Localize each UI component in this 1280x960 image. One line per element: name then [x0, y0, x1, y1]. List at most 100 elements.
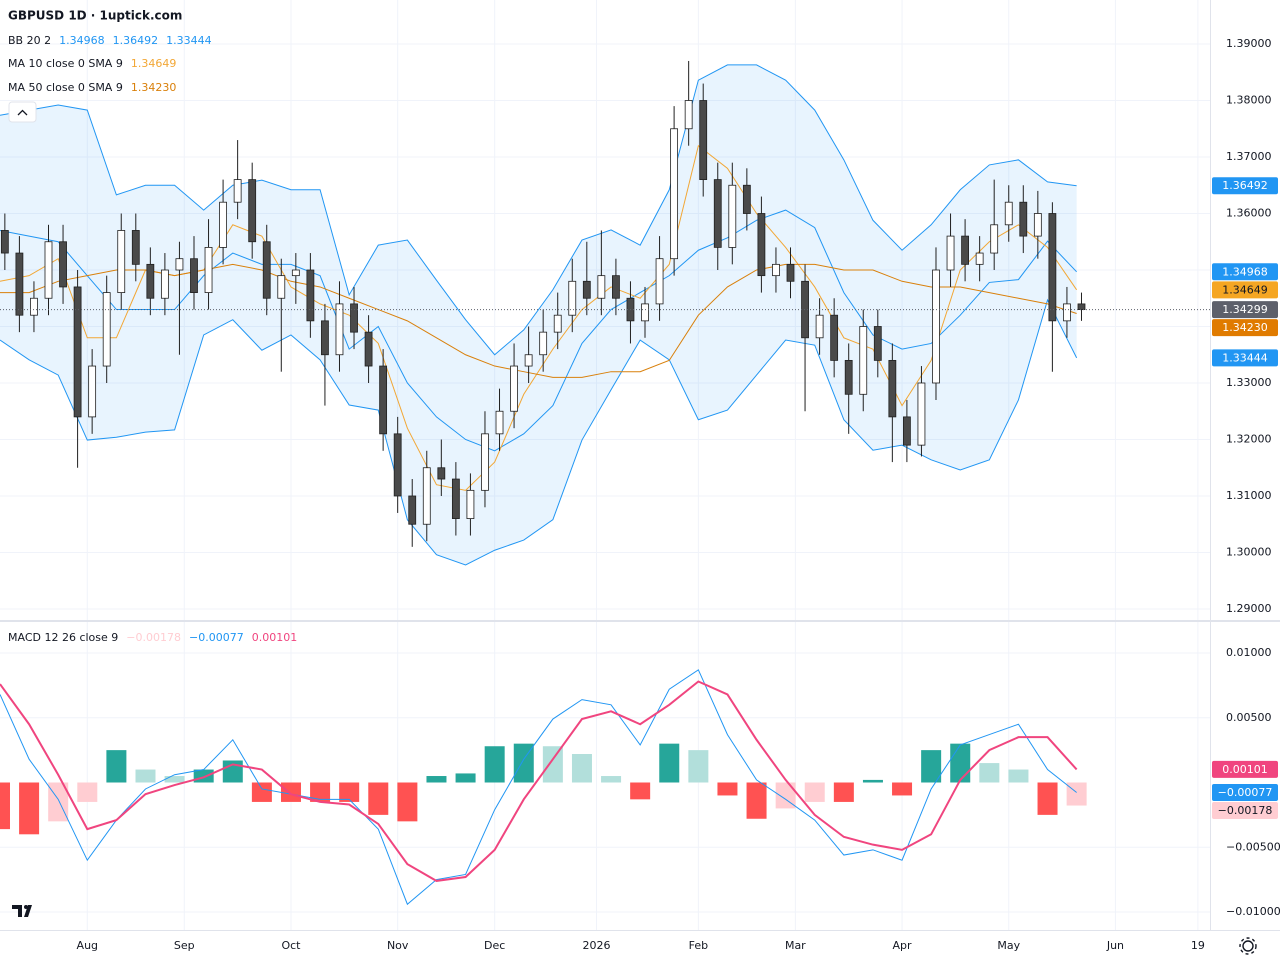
candle-body: [451, 478, 460, 519]
legend-value: 1.33444: [166, 34, 212, 47]
x-tick-label: May: [997, 939, 1020, 952]
x-tick-label: Aug: [77, 939, 98, 952]
histogram-bar: [862, 779, 883, 783]
x-tick-label: 19: [1191, 939, 1205, 952]
candle-body: [757, 213, 766, 277]
y-tick-label: −0.01000: [1226, 905, 1280, 918]
candle-body: [335, 303, 344, 356]
histogram-bar: [892, 782, 913, 796]
settings-button[interactable]: [1239, 937, 1257, 955]
legend-row: BB 20 2 1.34968 1.36492 1.33444: [8, 34, 212, 47]
candle-body: [902, 416, 911, 446]
candle-body: [1048, 213, 1057, 322]
grid-layer: [0, 0, 1210, 930]
candle-body: [15, 252, 24, 316]
candle-body: [321, 320, 329, 356]
price-tag: [1212, 281, 1278, 299]
candle-body: [1004, 201, 1013, 226]
collapse-button-box[interactable]: [8, 101, 37, 123]
band-lower: [0, 298, 1078, 566]
tv-logo[interactable]: [12, 905, 32, 917]
legend-value: 1.36492: [113, 34, 159, 47]
y-tick-label: 1.37000: [1226, 150, 1272, 163]
histogram-bar: [397, 782, 418, 822]
candle-body: [248, 179, 257, 243]
collapse-button[interactable]: [8, 101, 37, 123]
candle-body: [728, 184, 737, 248]
histogram-bar: [571, 754, 592, 783]
y-tick-label: 1.30000: [1226, 545, 1272, 558]
histogram-bar: [1037, 782, 1058, 815]
candle-body: [0, 230, 9, 254]
x-tick-label: Apr: [893, 939, 913, 952]
histogram-bar: [775, 782, 796, 809]
histogram-bar: [979, 763, 1000, 783]
histogram-bar: [280, 782, 301, 802]
candle-body: [830, 314, 839, 361]
tv-logo-dot[interactable]: [24, 905, 28, 909]
candle-body: [713, 179, 722, 248]
histogram-bar: [688, 750, 709, 783]
histogram-bar: [339, 782, 360, 802]
price-tag-label: 1.34230: [1222, 321, 1268, 334]
settings-gear-teeth[interactable]: [1239, 937, 1257, 955]
candle-body: [582, 280, 591, 299]
candle-body: [219, 201, 227, 248]
signal-line: [0, 680, 1078, 882]
histogram-bar: [455, 773, 476, 783]
legend-value: −0.00178: [126, 631, 181, 644]
candle-body: [204, 247, 213, 293]
candle-body: [379, 365, 388, 435]
candle-body: [102, 292, 111, 367]
candle-body: [975, 252, 984, 265]
legend-value: 1.34968: [59, 34, 105, 47]
candle-body: [524, 354, 533, 367]
histogram-bar: [804, 782, 825, 802]
candle-body: [73, 286, 82, 418]
candle-body: [1063, 303, 1071, 322]
histogram-bar: [1008, 769, 1029, 783]
candle-body: [350, 303, 358, 333]
histogram-bar: [193, 769, 214, 783]
price-tag: [1212, 263, 1278, 281]
candle-body: [961, 235, 969, 265]
y-tick-label: 1.32000: [1226, 432, 1272, 445]
candle-body: [306, 269, 315, 322]
collapse-icon[interactable]: [17, 109, 28, 116]
candle-body: [117, 230, 126, 293]
candle-body: [495, 410, 504, 435]
candle-body: [262, 241, 271, 299]
candle-body: [510, 365, 518, 412]
price-tag-label: −0.00077: [1218, 786, 1273, 799]
y-tick-label: 1.29000: [1226, 602, 1272, 615]
histogram-bar: [601, 776, 622, 783]
x-tick-label: Oct: [281, 939, 301, 952]
histogram-bar: [513, 743, 534, 783]
candle-body: [1077, 303, 1086, 311]
legend-name: MA 10 close 0 SMA 9: [8, 57, 123, 70]
settings-gear[interactable]: [1242, 940, 1254, 952]
y-tick-label: 1.36000: [1226, 207, 1272, 220]
candle-body: [699, 100, 708, 181]
price-tag-label: 1.34649: [1222, 283, 1268, 296]
histogram-bar: [106, 750, 127, 783]
candle-body: [742, 184, 751, 214]
y-tick-label: 1.39000: [1226, 37, 1272, 50]
histogram-bar: [833, 782, 854, 802]
price-tag: [1212, 783, 1278, 801]
price-tag-label: 1.34968: [1222, 265, 1268, 278]
candle-body: [30, 297, 38, 316]
axis-layer: 1.290001.300001.310001.320001.330001.340…: [8, 9, 1280, 953]
legend-name: BB 20 2: [8, 34, 51, 47]
candle-body: [917, 382, 926, 446]
price-tag: [1212, 801, 1278, 819]
price-tag: [1212, 319, 1278, 337]
candle-body: [277, 275, 286, 299]
legend-value: 1.34230: [131, 81, 177, 94]
legend-row: MA 10 close 0 SMA 9 1.34649: [8, 57, 176, 70]
candle-body: [466, 489, 475, 519]
x-tick-label: Sep: [174, 939, 195, 952]
price-tag: [1212, 177, 1278, 195]
candle-body: [990, 224, 999, 254]
